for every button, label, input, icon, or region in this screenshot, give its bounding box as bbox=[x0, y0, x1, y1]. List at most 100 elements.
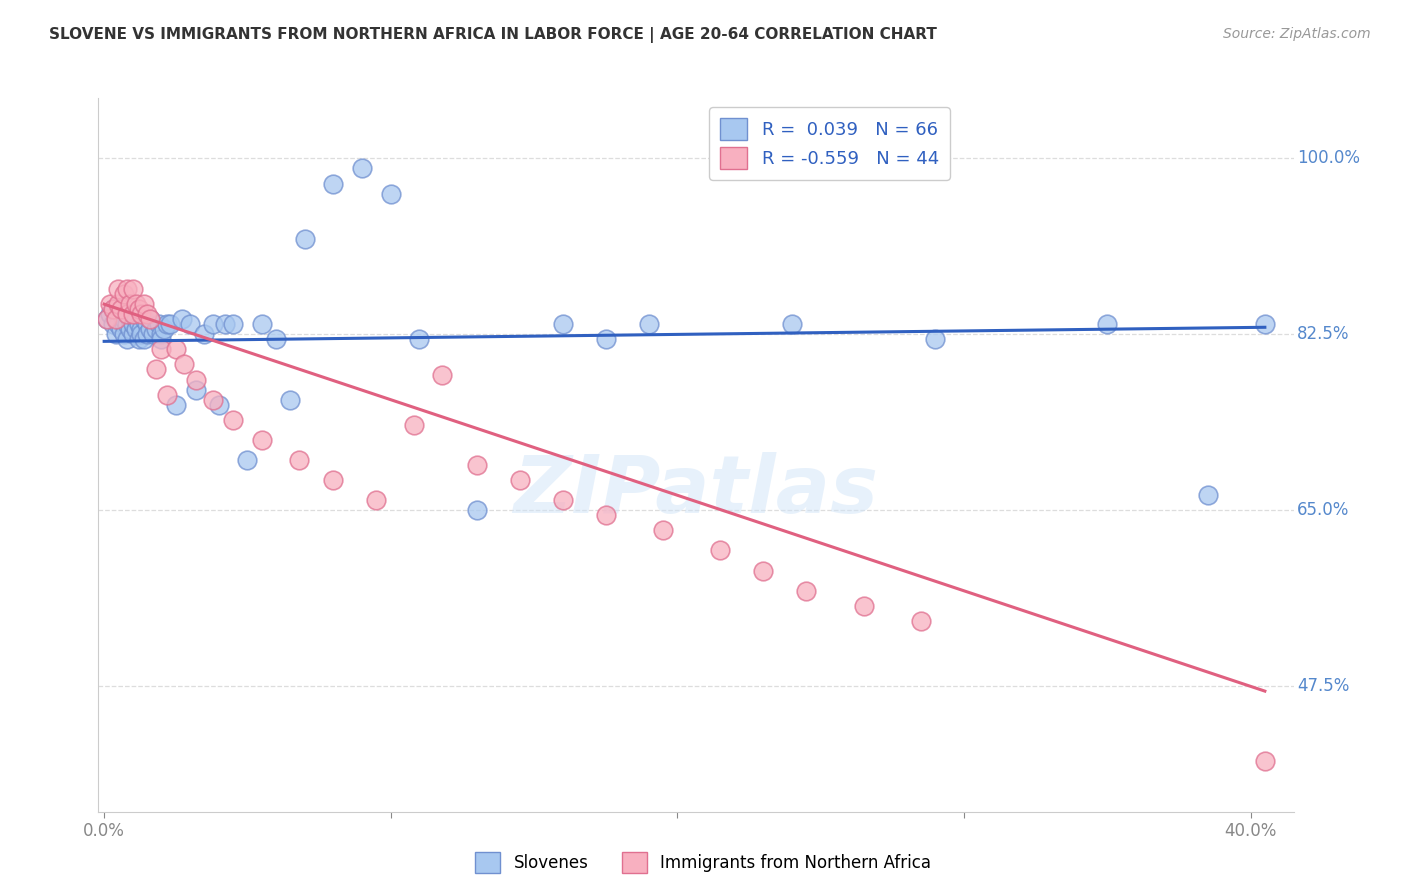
Point bbox=[131, 307, 153, 321]
Point bbox=[222, 318, 245, 332]
Point bbox=[1254, 755, 1277, 769]
Point bbox=[136, 318, 159, 332]
Point bbox=[780, 318, 803, 332]
Point bbox=[170, 312, 193, 326]
Point bbox=[139, 322, 162, 336]
Point bbox=[924, 332, 946, 346]
Point bbox=[112, 312, 135, 326]
Point bbox=[156, 387, 179, 401]
Point bbox=[150, 327, 173, 342]
Point bbox=[752, 564, 775, 578]
Point bbox=[595, 508, 617, 523]
Point bbox=[402, 417, 425, 432]
Point bbox=[380, 186, 402, 201]
Point bbox=[134, 312, 156, 326]
Point bbox=[121, 318, 143, 332]
Point bbox=[322, 473, 344, 487]
Point bbox=[110, 302, 132, 317]
Point bbox=[121, 307, 143, 321]
Point bbox=[294, 232, 316, 246]
Point bbox=[366, 493, 388, 508]
Point bbox=[910, 614, 932, 628]
Text: SLOVENE VS IMMIGRANTS FROM NORTHERN AFRICA IN LABOR FORCE | AGE 20-64 CORRELATIO: SLOVENE VS IMMIGRANTS FROM NORTHERN AFRI… bbox=[49, 27, 936, 43]
Point bbox=[112, 287, 135, 301]
Point bbox=[110, 307, 132, 321]
Point bbox=[322, 177, 344, 191]
Point bbox=[142, 327, 165, 342]
Point bbox=[131, 322, 153, 336]
Point bbox=[124, 322, 146, 336]
Point bbox=[115, 307, 138, 321]
Point bbox=[1097, 318, 1119, 332]
Point bbox=[179, 318, 201, 332]
Point bbox=[193, 327, 215, 342]
Point bbox=[150, 332, 173, 346]
Point bbox=[509, 473, 531, 487]
Point bbox=[136, 327, 159, 342]
Point bbox=[115, 282, 138, 296]
Point bbox=[128, 332, 150, 346]
Point bbox=[595, 332, 617, 346]
Point bbox=[98, 297, 121, 311]
Point bbox=[222, 413, 245, 427]
Point bbox=[118, 297, 141, 311]
Point bbox=[112, 327, 135, 342]
Point bbox=[139, 312, 162, 326]
Point bbox=[107, 297, 129, 311]
Point bbox=[134, 332, 156, 346]
Point bbox=[202, 318, 225, 332]
Text: 100.0%: 100.0% bbox=[1298, 150, 1360, 168]
Point bbox=[150, 343, 173, 357]
Point bbox=[250, 433, 273, 447]
Point bbox=[465, 503, 488, 517]
Text: ZIPatlas: ZIPatlas bbox=[513, 451, 879, 530]
Point bbox=[128, 318, 150, 332]
Point bbox=[101, 302, 124, 317]
Point bbox=[115, 318, 138, 332]
Point bbox=[432, 368, 454, 382]
Point bbox=[408, 332, 430, 346]
Point bbox=[128, 302, 150, 317]
Point bbox=[156, 318, 179, 332]
Point bbox=[159, 318, 181, 332]
Point bbox=[134, 297, 156, 311]
Point bbox=[236, 453, 259, 467]
Text: 82.5%: 82.5% bbox=[1298, 326, 1350, 343]
Point bbox=[288, 453, 311, 467]
Point bbox=[131, 327, 153, 342]
Point bbox=[148, 318, 170, 332]
Point bbox=[173, 358, 195, 372]
Point bbox=[107, 307, 129, 321]
Point bbox=[153, 322, 176, 336]
Point bbox=[1197, 488, 1219, 502]
Point bbox=[652, 524, 675, 538]
Point bbox=[202, 392, 225, 407]
Point bbox=[165, 343, 187, 357]
Point bbox=[139, 312, 162, 326]
Point bbox=[165, 398, 187, 412]
Point bbox=[709, 543, 731, 558]
Point bbox=[118, 312, 141, 326]
Text: Source: ZipAtlas.com: Source: ZipAtlas.com bbox=[1223, 27, 1371, 41]
Point bbox=[104, 327, 127, 342]
Point bbox=[208, 398, 231, 412]
Text: 47.5%: 47.5% bbox=[1298, 677, 1350, 695]
Legend: R =  0.039   N = 66, R = -0.559   N = 44: R = 0.039 N = 66, R = -0.559 N = 44 bbox=[710, 107, 950, 180]
Point bbox=[96, 312, 118, 326]
Point bbox=[107, 318, 129, 332]
Point bbox=[214, 318, 236, 332]
Point bbox=[280, 392, 302, 407]
Point bbox=[115, 332, 138, 346]
Point bbox=[264, 332, 287, 346]
Point bbox=[110, 322, 132, 336]
Point bbox=[145, 322, 167, 336]
Point bbox=[98, 307, 121, 321]
Point bbox=[112, 318, 135, 332]
Point bbox=[250, 318, 273, 332]
Point bbox=[124, 297, 146, 311]
Point bbox=[104, 312, 127, 326]
Point bbox=[551, 493, 574, 508]
Point bbox=[136, 307, 159, 321]
Point bbox=[145, 362, 167, 376]
Point bbox=[118, 322, 141, 336]
